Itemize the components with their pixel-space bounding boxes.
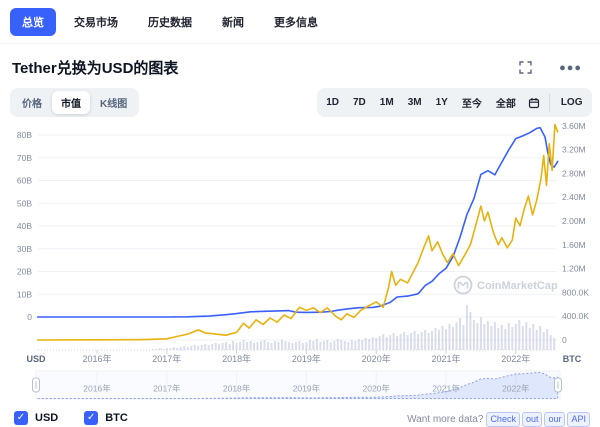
- svg-text:USD: USD: [26, 354, 46, 364]
- svg-text:1.60M: 1.60M: [562, 240, 586, 250]
- api-link-word[interactable]: API: [567, 412, 590, 427]
- svg-text:3.60M: 3.60M: [562, 121, 586, 131]
- calendar-icon[interactable]: [523, 95, 545, 111]
- divider: [549, 93, 551, 112]
- checkbox-usd[interactable]: ✓: [14, 411, 28, 425]
- svg-text:2021年: 2021年: [431, 353, 460, 364]
- more-options-icon[interactable]: ●●●: [559, 61, 582, 74]
- api-promo: Want more data? Check out our API: [407, 412, 590, 427]
- svg-text:2018年: 2018年: [223, 384, 251, 394]
- range-button-3M[interactable]: 3M: [407, 97, 422, 108]
- svg-text:2019年: 2019年: [292, 353, 321, 364]
- time-range-group: 1D 7D 1M 3M 1Y 至今 全部 LOG: [316, 88, 592, 117]
- svg-text:60B: 60B: [17, 176, 32, 186]
- svg-text:800.0K: 800.0K: [562, 287, 589, 297]
- nav-tab-2[interactable]: 交易市场: [74, 17, 118, 29]
- chart-type-tabs: 价格 市值 K线图: [10, 88, 140, 117]
- nav-tab-3[interactable]: 历史数据: [148, 17, 192, 29]
- svg-text:2019年: 2019年: [293, 384, 321, 394]
- svg-text:10B: 10B: [17, 289, 32, 299]
- range-button-1Y[interactable]: 1Y: [435, 97, 448, 108]
- svg-text:2020年: 2020年: [362, 353, 391, 364]
- range-button-1M[interactable]: 1M: [379, 97, 394, 108]
- svg-text:50B: 50B: [17, 198, 32, 208]
- range-navigator[interactable]: 2016年 2017年 2018年 2019年 2020年 2021年 2022年: [32, 370, 562, 400]
- svg-text:2.80M: 2.80M: [562, 168, 586, 178]
- api-link-word[interactable]: Check: [486, 412, 520, 427]
- page-tabs: 总览 交易市场 历史数据 新闻 更多信息: [0, 0, 600, 44]
- svg-text:2016年: 2016年: [82, 353, 111, 364]
- api-promo-text: Want more data?: [407, 414, 484, 425]
- chart-type-tab-1[interactable]: 价格: [22, 99, 42, 110]
- chart-type-tab-2[interactable]: 市值: [52, 91, 90, 114]
- svg-text:3.20M: 3.20M: [562, 145, 586, 155]
- api-link-word[interactable]: our: [544, 412, 566, 427]
- chart-plot-area[interactable]: [38, 119, 557, 350]
- navigator-right-handle[interactable]: [554, 377, 562, 393]
- chart-type-tab-3[interactable]: K线图: [100, 99, 128, 110]
- svg-text:0: 0: [27, 312, 32, 322]
- chart-canvas[interactable]: CoinMarketCap 0 10B 20B 30B 40B 50B 60B 70B 80B 0 4…: [0, 119, 600, 402]
- axis-labels: 0 10B 20B 30B 40B 50B 60B 70B 80B 0 400.0K 800.0K 1.…: [17, 121, 589, 364]
- svg-text:70B: 70B: [17, 153, 32, 163]
- range-button-至今[interactable]: 至今: [461, 99, 482, 110]
- coinmarketcap-watermark: CoinMarketCap: [453, 275, 558, 295]
- fullscreen-icon[interactable]: [514, 59, 537, 76]
- svg-text:0: 0: [562, 335, 567, 345]
- svg-text:40B: 40B: [17, 221, 32, 231]
- svg-text:2017年: 2017年: [153, 384, 181, 394]
- svg-text:30B: 30B: [17, 244, 32, 254]
- page-title: Tether兑换为USD的图表: [12, 60, 179, 77]
- legend-label: USD: [35, 412, 59, 424]
- legend-toggle-usd[interactable]: ✓ USD: [14, 411, 58, 425]
- gridlines: [38, 134, 557, 341]
- svg-text:2022年: 2022年: [502, 384, 530, 394]
- svg-text:2022年: 2022年: [501, 353, 530, 364]
- svg-text:1.20M: 1.20M: [562, 264, 586, 274]
- legend-label: BTC: [105, 412, 128, 424]
- range-button-全部[interactable]: 全部: [495, 99, 516, 110]
- nav-tab-5[interactable]: 更多信息: [274, 17, 318, 29]
- svg-text:2.40M: 2.40M: [562, 192, 586, 202]
- legend-toggle-btc[interactable]: ✓ BTC: [84, 411, 128, 425]
- navigator-left-handle[interactable]: [32, 377, 40, 393]
- svg-text:2020年: 2020年: [362, 384, 390, 394]
- range-button-1D[interactable]: 1D: [326, 97, 339, 108]
- svg-text:2021年: 2021年: [432, 384, 460, 394]
- svg-text:CoinMarketCap: CoinMarketCap: [477, 280, 558, 292]
- svg-text:2.00M: 2.00M: [562, 216, 586, 226]
- svg-text:80B: 80B: [17, 130, 32, 140]
- range-button-7D[interactable]: 7D: [352, 97, 366, 108]
- api-link-word[interactable]: out: [521, 412, 543, 427]
- nav-tab-1[interactable]: 总览: [10, 8, 56, 36]
- svg-text:2016年: 2016年: [83, 384, 111, 394]
- btc-line: [36, 123, 559, 341]
- svg-text:20B: 20B: [17, 267, 32, 277]
- svg-text:2018年: 2018年: [222, 353, 251, 364]
- log-scale-button[interactable]: LOG: [560, 97, 583, 108]
- checkbox-btc[interactable]: ✓: [84, 411, 99, 425]
- svg-text:2017年: 2017年: [152, 353, 181, 364]
- svg-text:BTC: BTC: [563, 354, 582, 364]
- usd-line: [36, 126, 559, 318]
- nav-tab-4[interactable]: 新闻: [222, 17, 244, 29]
- volume-bars: [151, 305, 556, 350]
- svg-text:400.0K: 400.0K: [562, 311, 589, 321]
